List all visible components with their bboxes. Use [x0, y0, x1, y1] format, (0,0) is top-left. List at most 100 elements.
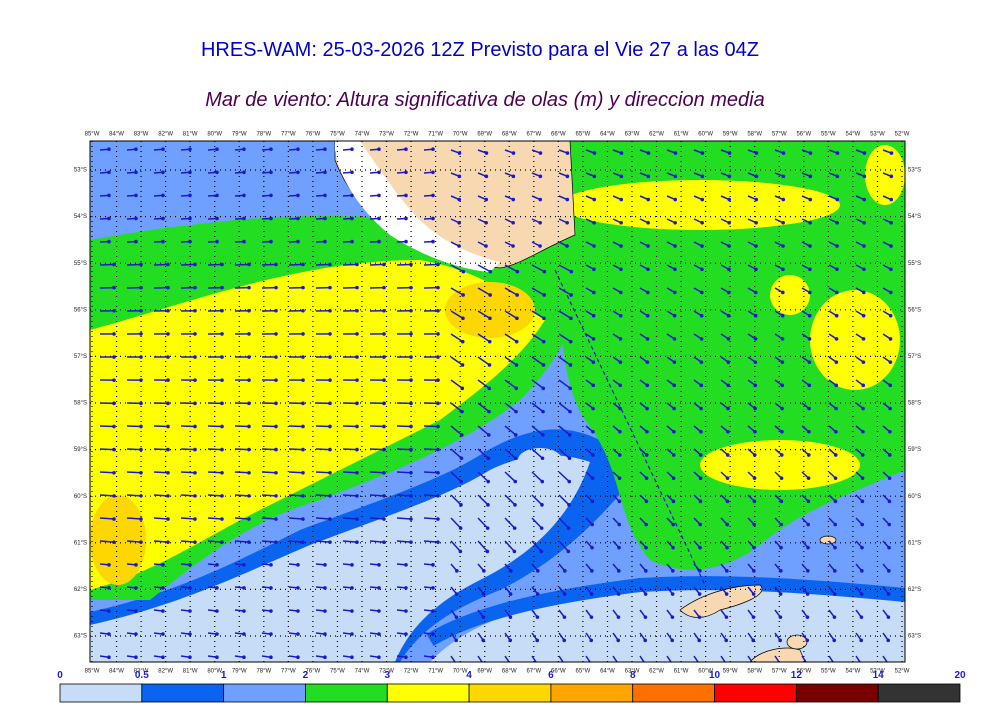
wave-arrow: [180, 494, 196, 497]
lat-label-right: 56°S: [908, 307, 921, 313]
wave-arrow-head: [862, 290, 866, 295]
wave-arrow-head: [861, 383, 866, 388]
wave-arrow: [369, 263, 385, 266]
wave-arrow-head: [859, 592, 864, 596]
wave-arrow: [477, 379, 490, 389]
wave-arrow-head: [698, 545, 702, 550]
wave-arrow: [153, 448, 169, 451]
wave-arrow-head: [591, 406, 595, 411]
wave-arrow-head: [888, 429, 892, 434]
wave-arrow-head: [488, 293, 492, 297]
wave-arrow-head: [780, 337, 785, 341]
wave-arrow-head: [484, 174, 489, 179]
wave-arrow-head: [513, 479, 518, 484]
wave-arrow-head: [726, 360, 731, 364]
wave-arrow: [450, 356, 463, 366]
wave-arrow-head: [161, 170, 165, 175]
wave-arrow-head: [269, 563, 273, 567]
wave-arrow-head: [220, 308, 224, 313]
wave-arrow-head: [328, 401, 332, 406]
wave-arrow-head: [269, 632, 273, 636]
wave-arrow-head: [269, 609, 273, 613]
wave-arrow: [558, 264, 572, 273]
lon-label-bottom: 80°W: [207, 669, 222, 675]
wave-arrow-head: [242, 170, 246, 175]
wave-arrow-head: [242, 632, 246, 636]
wave-arrow: [450, 287, 464, 296]
wave-arrow-head: [725, 453, 730, 457]
wave-arrow: [261, 494, 277, 497]
wave-arrow: [450, 333, 464, 343]
wave-arrow: [450, 379, 463, 389]
wave-arrow: [450, 264, 464, 273]
wave-arrow-head: [220, 424, 224, 429]
wave-arrow: [396, 540, 412, 543]
wave-arrow-head: [486, 456, 491, 461]
wave-arrow-head: [242, 609, 246, 613]
wave-arrow-head: [161, 216, 165, 221]
wave-arrow-head: [486, 503, 490, 507]
wave-arrow-head: [301, 517, 305, 521]
wave-arrow-head: [296, 193, 300, 198]
wave-arrow-head: [591, 429, 595, 434]
wave-arrow-head: [644, 476, 649, 480]
wave-arrow-head: [754, 174, 759, 179]
wave-arrow-head: [301, 285, 305, 290]
wave-arrow: [126, 471, 142, 474]
wave-arrow-head: [834, 313, 839, 318]
wave-arrow-head: [134, 655, 138, 659]
legend-label: 8: [630, 670, 636, 681]
wave-arrow-head: [752, 522, 757, 527]
wave-arrow-head: [107, 170, 111, 175]
wave-arrow-head: [805, 638, 810, 643]
wave-arrow-head: [247, 378, 251, 382]
wave-arrow-head: [188, 632, 192, 636]
lon-label-bottom: 78°W: [256, 669, 271, 675]
wave-arrow-head: [242, 193, 246, 198]
wave-arrow: [99, 517, 115, 520]
wave-arrow-head: [862, 244, 866, 248]
wave-arrow-head: [617, 476, 622, 480]
wave-arrow-head: [726, 337, 731, 341]
wave-arrow-head: [481, 592, 486, 596]
wave-arrow: [558, 287, 572, 296]
lon-label-top: 64°W: [600, 132, 615, 138]
legend-label: 0: [57, 670, 63, 681]
wave-arrow-head: [454, 615, 459, 619]
wave-arrow-head: [382, 540, 386, 544]
wave-arrow: [396, 471, 412, 474]
wave-arrow: [288, 494, 304, 497]
wave-arrow-head: [242, 563, 246, 567]
wave-arrow: [423, 517, 439, 520]
wave-arrow-head: [752, 569, 756, 573]
wave-arrow-head: [139, 285, 143, 290]
wave-arrow-head: [508, 638, 513, 643]
wave-arrow-head: [139, 447, 143, 452]
wave-arrow-head: [193, 332, 197, 336]
wave-arrow-head: [382, 424, 386, 429]
wave-arrow-head: [107, 609, 111, 613]
wave-arrow-head: [646, 151, 651, 155]
wave-arrow-head: [166, 332, 170, 336]
wave-arrow-head: [644, 569, 648, 573]
wave-arrow-head: [592, 244, 596, 248]
wave-arrow-head: [296, 563, 300, 567]
wave-arrow: [99, 263, 115, 266]
wave-arrow-head: [350, 563, 354, 567]
wave-arrow: [828, 655, 834, 662]
wave-arrow-head: [107, 586, 111, 590]
wave-arrow-head: [486, 433, 491, 437]
wave-arrow-head: [511, 151, 516, 155]
wave-arrow-head: [112, 517, 116, 521]
wave-arrow-head: [751, 638, 756, 643]
wave-arrow: [504, 287, 518, 296]
wave-arrow: [342, 540, 358, 543]
wave-arrow-head: [513, 503, 517, 507]
wave-arrow-head: [431, 655, 435, 659]
wave-arrow-head: [269, 170, 273, 175]
wave-arrow-head: [328, 517, 332, 521]
wave-arrow-head: [778, 638, 783, 643]
wave-arrow: [801, 655, 807, 662]
wave-arrow: [315, 540, 331, 543]
lon-label-bottom: 67°W: [526, 669, 541, 675]
